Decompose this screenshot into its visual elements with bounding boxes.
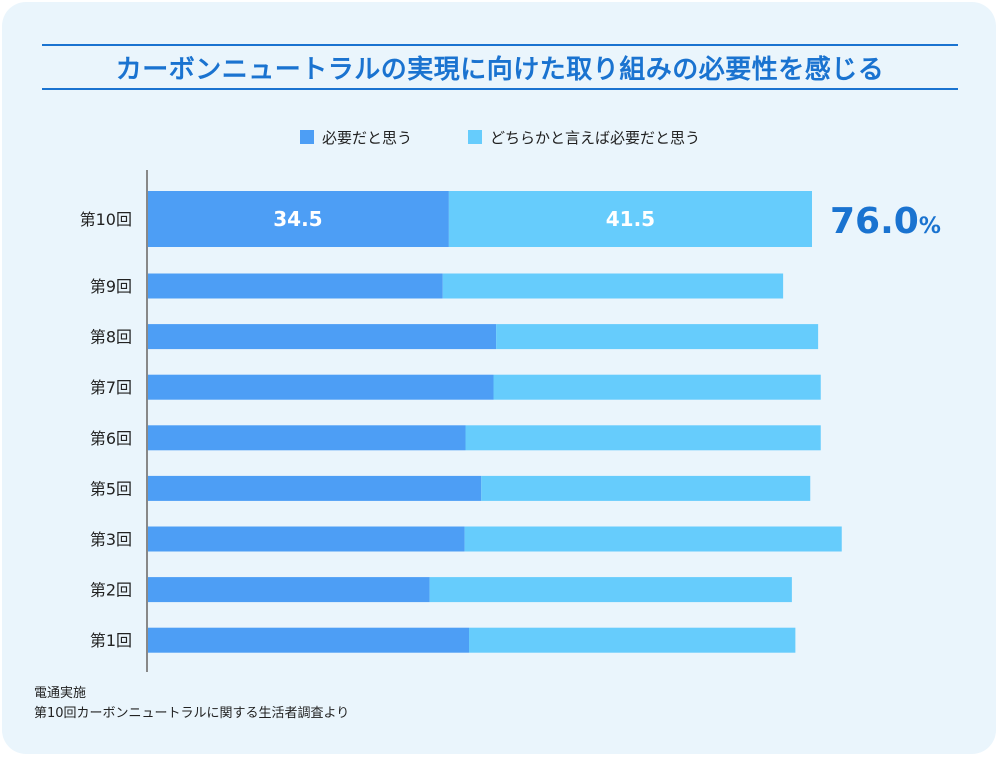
bar-somewhat-necessary-1 xyxy=(442,273,784,299)
bar-somewhat-necessary-0 xyxy=(448,191,812,247)
category-label-8: 第1回 xyxy=(90,631,132,650)
source-note: 電通実施 第10回カーボンニュートラルに関する生活者調査より xyxy=(34,684,349,724)
category-label-7: 第2回 xyxy=(90,581,132,600)
bar-necessary-2 xyxy=(147,324,497,350)
legend-item-somewhat-necessary: どちらかと言えば必要だと思う xyxy=(468,126,700,148)
total-label: 76.0% xyxy=(830,201,941,242)
category-label-6: 第3回 xyxy=(90,530,132,549)
bar-necessary-0 xyxy=(147,191,449,247)
bar-necessary-5 xyxy=(147,475,482,501)
data-label-necessary: 34.5 xyxy=(273,207,322,231)
bar-somewhat-necessary-2 xyxy=(496,324,819,350)
bar-somewhat-necessary-4 xyxy=(465,425,821,451)
chart-title: カーボンニュートラルの実現に向けた取り組みの必要性を感じる xyxy=(42,44,958,90)
category-label-2: 第8回 xyxy=(90,328,132,347)
legend-item-necessary: 必要だと思う xyxy=(299,126,412,148)
category-label-5: 第5回 xyxy=(90,479,132,498)
category-label-3: 第7回 xyxy=(90,378,132,397)
data-label-somewhat-necessary: 41.5 xyxy=(606,207,655,231)
source-line-1: 電通実施 xyxy=(34,686,87,701)
bar-necessary-3 xyxy=(147,374,494,400)
bar-somewhat-necessary-5 xyxy=(481,475,811,501)
legend: 必要だと思う どちらかと言えば必要だと思う xyxy=(0,126,1000,148)
total-value: 76.0 xyxy=(830,201,919,242)
bar-somewhat-necessary-8 xyxy=(469,627,796,653)
bar-necessary-1 xyxy=(147,273,443,299)
category-label-4: 第6回 xyxy=(90,429,132,448)
bar-somewhat-necessary-6 xyxy=(464,526,842,552)
bar-necessary-7 xyxy=(147,577,430,603)
legend-label-necessary: 必要だと思う xyxy=(321,128,412,147)
legend-label-somewhat-necessary: どちらかと言えば必要だと思う xyxy=(490,128,701,147)
bar-necessary-4 xyxy=(147,425,466,451)
legend-swatch-somewhat-necessary xyxy=(468,130,482,144)
bar-somewhat-necessary-3 xyxy=(493,374,821,400)
legend-swatch-necessary xyxy=(299,130,314,144)
source-line-2: 第10回カーボンニュートラルに関する生活者調査より xyxy=(34,706,350,721)
category-label-0: 第10回 xyxy=(80,210,132,229)
bar-necessary-8 xyxy=(147,627,469,653)
category-label-1: 第9回 xyxy=(90,277,132,296)
total-unit: % xyxy=(919,214,941,239)
bar-necessary-6 xyxy=(147,526,465,552)
bar-somewhat-necessary-7 xyxy=(429,577,792,603)
